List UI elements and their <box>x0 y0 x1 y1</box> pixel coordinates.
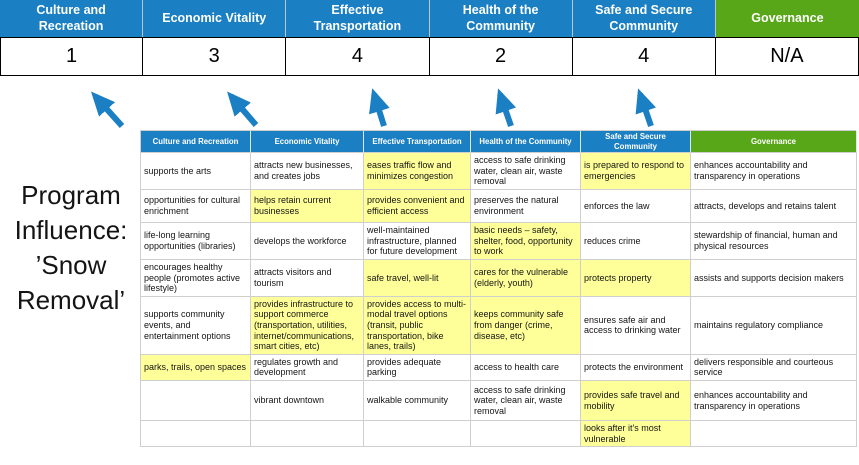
matrix-cell: cares for the vulnerable (elderly, youth… <box>471 260 581 297</box>
matrix-cell <box>251 421 364 448</box>
matrix-cell: provides safe travel and mobility <box>581 381 691 422</box>
matrix-header-culture-and-recreation: Culture and Recreation <box>141 131 251 153</box>
influence-arrow <box>635 88 657 127</box>
matrix-cell: access to safe drinking water, clean air… <box>471 381 581 422</box>
scoreboard-header-safe-and-secure-community: Safe and Secure Community <box>572 0 716 38</box>
matrix-cell: helps retain current businesses <box>251 190 364 223</box>
scoreboard-score-culture-and-recreation: 1 <box>0 37 144 77</box>
matrix-cell: well-maintained infrastructure, planned … <box>364 223 471 260</box>
matrix-header-economic-vitality: Economic Vitality <box>251 131 364 153</box>
scoreboard-score-safe-and-secure-community: 4 <box>572 37 716 77</box>
matrix-cell: access to safe drinking water, clean air… <box>471 153 581 190</box>
matrix-cell: reduces crime <box>581 223 691 260</box>
matrix-cell: maintains regulatory compliance <box>691 296 857 355</box>
matrix-cell: looks after it's most vulnerable <box>581 421 691 448</box>
matrix-cell: provides infrastructure to support comme… <box>251 296 364 355</box>
matrix-cell <box>364 421 471 448</box>
matrix-cell: protects the environment <box>581 354 691 382</box>
matrix-cell: attracts visitors and tourism <box>251 260 364 297</box>
matrix-cell: enhances accountability and transparency… <box>691 153 857 190</box>
scoreboard-header-health-of-the-community: Health of the Community <box>429 0 573 38</box>
matrix-header-health-of-the-community: Health of the Community <box>471 131 581 153</box>
influence-arrow <box>90 91 125 129</box>
matrix-cell: delivers responsible and courteous servi… <box>691 354 857 382</box>
matrix-cell: supports the arts <box>141 153 251 190</box>
matrix-cell: parks, trails, open spaces <box>141 354 251 382</box>
matrix-cell: enforces the law <box>581 190 691 223</box>
matrix-cell: opportunities for cultural enrichment <box>141 190 251 223</box>
scoreboard-score-governance: N/A <box>715 37 859 77</box>
influence-arrow <box>227 91 259 127</box>
matrix-cell: preserves the natural environment <box>471 190 581 223</box>
matrix-cell: protects property <box>581 260 691 297</box>
matrix-cell: develops the workforce <box>251 223 364 260</box>
influence-arrow <box>369 88 390 127</box>
matrix-cell: supports community events, and entertain… <box>141 296 251 355</box>
scoreboard-header-effective-transportation: Effective Transportation <box>286 0 430 38</box>
scoreboard-header-economic-vitality: Economic Vitality <box>143 0 287 38</box>
matrix-cell: keeps community safe from danger (crime,… <box>471 296 581 355</box>
scoreboard-score-effective-transportation: 4 <box>286 37 430 77</box>
influence-arrow <box>495 88 517 127</box>
matrix-header-effective-transportation: Effective Transportation <box>364 131 471 153</box>
matrix-cell: provides access to multi-modal travel op… <box>364 296 471 355</box>
matrix-cell: eases traffic flow and minimizes congest… <box>364 153 471 190</box>
matrix-cell: stewardship of financial, human and phys… <box>691 223 857 260</box>
matrix-cell: provides convenient and efficient access <box>364 190 471 223</box>
matrix-cell <box>691 421 857 448</box>
matrix-cell: is prepared to respond to emergencies <box>581 153 691 190</box>
matrix-cell: safe travel, well-lit <box>364 260 471 297</box>
program-influence-label: Program Influence: ’Snow Removal’ <box>14 180 128 316</box>
matrix-cell: ensures safe air and access to drinking … <box>581 296 691 355</box>
matrix-cell: basic needs – safety, shelter, food, opp… <box>471 223 581 260</box>
matrix-cell: regulates growth and development <box>251 354 364 382</box>
scoreboard-header-governance: Governance <box>715 0 859 38</box>
matrix-cell: enhances accountability and transparency… <box>691 381 857 422</box>
scoreboard-score-economic-vitality: 3 <box>143 37 287 77</box>
matrix-cell: assists and supports decision makers <box>691 260 857 297</box>
matrix-cell <box>141 421 251 448</box>
matrix-cell: encourages healthy people (promotes acti… <box>141 260 251 297</box>
matrix-cell <box>471 421 581 448</box>
scoreboard-header-culture-and-recreation: Culture and Recreation <box>0 0 144 38</box>
influence-matrix: Culture and Recreation Economic Vitality E… <box>140 130 857 448</box>
matrix-header-governance: Governance <box>691 131 857 153</box>
scoreboard-score-health-of-the-community: 2 <box>429 37 573 77</box>
matrix-cell: provides adequate parking <box>364 354 471 382</box>
matrix-header-safe-and-secure-community: Safe and Secure Community <box>581 131 691 153</box>
matrix-cell: attracts new businesses, and creates job… <box>251 153 364 190</box>
scoreboard: Culture and Recreation Economic Vitality E… <box>0 0 859 77</box>
matrix-cell: vibrant downtown <box>251 381 364 422</box>
matrix-cell <box>141 381 251 422</box>
matrix-cell: walkable community <box>364 381 471 422</box>
matrix-cell: life-long learning opportunities (librar… <box>141 223 251 260</box>
matrix-cell: access to health care <box>471 354 581 382</box>
matrix-cell: attracts, develops and retains talent <box>691 190 857 223</box>
